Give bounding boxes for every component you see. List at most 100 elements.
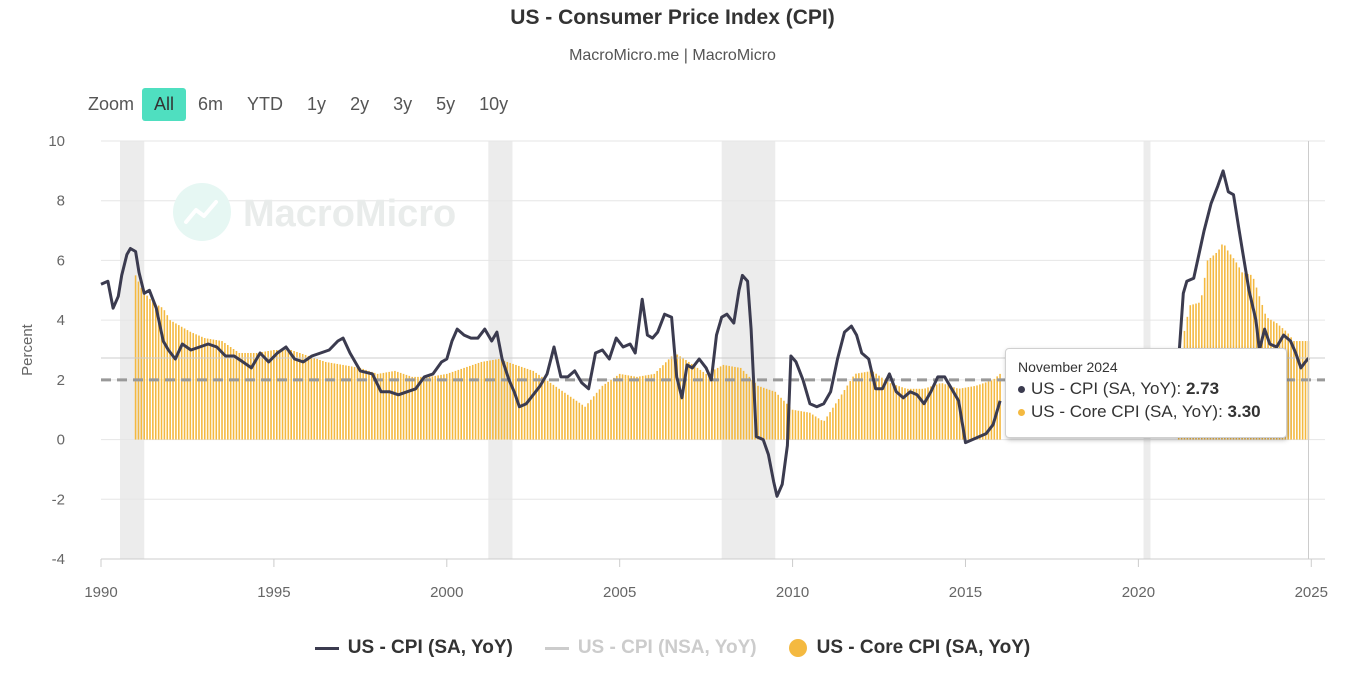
core-cpi-bar — [613, 377, 615, 440]
zoom-10y-button[interactable]: 10y — [479, 94, 509, 114]
core-cpi-bar — [1229, 254, 1232, 440]
core-cpi-bar — [639, 376, 641, 440]
y-tick-label: 2 — [57, 372, 65, 389]
tooltip-cpi-label: US - CPI (SA, YoY): — [1031, 379, 1186, 398]
zoom-5y-button[interactable]: 5y — [436, 94, 456, 114]
core-cpi-bar — [748, 376, 751, 440]
core-cpi-bar — [486, 360, 488, 440]
core-cpi-bar — [829, 412, 831, 440]
watermark-text: MacroMicro — [243, 193, 456, 235]
core-cpi-bar — [402, 373, 405, 440]
core-cpi-bar — [598, 389, 601, 440]
core-cpi-bar — [734, 366, 736, 440]
core-cpi-bar — [884, 379, 886, 440]
core-cpi-bar — [489, 360, 491, 440]
core-cpi-bar — [189, 331, 192, 440]
core-cpi-bar — [984, 382, 987, 440]
core-cpi-bar — [702, 371, 705, 440]
core-cpi-bar — [195, 334, 197, 440]
core-cpi-bar — [287, 350, 290, 440]
core-cpi-bar — [783, 400, 785, 440]
core-cpi-bar — [154, 303, 157, 440]
zoom-3y-button[interactable]: 3y — [393, 94, 413, 114]
core-cpi-bar — [163, 310, 166, 440]
core-cpi-bar — [616, 375, 618, 440]
core-cpi-bar — [443, 374, 445, 440]
core-cpi-bar — [244, 352, 246, 440]
core-cpi-bar — [742, 370, 745, 440]
core-cpi-bar — [201, 336, 203, 440]
core-cpi-bar — [206, 338, 209, 440]
core-cpi-bar — [261, 351, 264, 440]
core-cpi-bar — [760, 386, 762, 440]
core-cpi-bar — [140, 287, 143, 440]
core-cpi-bar — [183, 328, 186, 440]
core-cpi-bar — [711, 370, 713, 440]
legend-cpi-label: US - CPI (SA, YoY) — [347, 637, 513, 658]
y-tick-label: 6 — [57, 252, 65, 269]
core-cpi-bar — [506, 361, 509, 440]
y-tick-label: 0 — [57, 432, 65, 449]
core-cpi-bar — [964, 387, 967, 440]
core-cpi-bar — [362, 368, 365, 440]
core-cpi-bar — [457, 369, 460, 440]
core-cpi-bar — [627, 375, 630, 440]
core-cpi-bar — [745, 373, 748, 440]
cpi-line — [100, 169, 1310, 498]
zoom-all-button[interactable]: All — [142, 88, 187, 121]
core-cpi-bar — [679, 356, 681, 440]
core-cpi-bar — [175, 323, 177, 440]
core-cpi-bar — [918, 388, 921, 440]
core-cpi-bar — [561, 390, 563, 440]
x-tick-label: 2000 — [430, 584, 463, 601]
x-tick-label: 2015 — [949, 584, 982, 601]
core-cpi-bar — [353, 366, 356, 440]
recession-band-2 — [721, 141, 776, 559]
core-cpi-bar — [656, 370, 658, 440]
zoom-ytd-button[interactable]: YTD — [247, 94, 284, 114]
zoom-6m-button[interactable]: 6m — [198, 94, 224, 114]
legend-item-cpi-nsa[interactable]: US - CPI (NSA, YoY) — [544, 637, 757, 659]
zoom-1y-button[interactable]: 1y — [307, 94, 327, 114]
core-cpi-bar — [247, 352, 249, 440]
core-cpi-bar — [765, 388, 768, 440]
core-cpi-bar — [552, 384, 555, 440]
core-cpi-bar — [618, 373, 621, 440]
core-cpi-bar — [411, 376, 414, 440]
core-cpi-bar — [494, 359, 497, 440]
core-cpi-bar — [149, 298, 151, 440]
core-cpi-bar — [235, 350, 238, 440]
core-cpi-bar — [408, 375, 411, 440]
core-cpi-bar — [601, 385, 604, 440]
core-cpi-bar — [529, 369, 532, 440]
legend-item-core[interactable]: US - Core CPI (SA, YoY) — [788, 637, 1030, 659]
tooltip-core-dot — [1018, 409, 1025, 417]
core-cpi-bar — [904, 388, 906, 440]
core-cpi-bar — [192, 333, 195, 440]
core-cpi-bar — [215, 340, 218, 440]
core-cpi-bar — [806, 412, 808, 440]
core-cpi-bar — [1301, 341, 1304, 440]
core-cpi-bar — [564, 392, 566, 440]
core-cpi-bar — [757, 385, 759, 440]
core-cpi-bar — [365, 369, 367, 440]
zoom-2y-button[interactable]: 2y — [350, 94, 370, 114]
core-cpi-bar — [275, 350, 278, 440]
chart-plot[interactable]: MacroMicro -4 -2 0 2 4 6 8 10 1990 1995 2000 2005 20… — [0, 0, 1345, 620]
legend-item-cpi[interactable]: US - CPI (SA, YoY) — [314, 637, 513, 659]
core-cpi-bar — [1290, 337, 1292, 440]
y-tick-label: -4 — [52, 551, 65, 568]
core-cpi-bar — [290, 350, 292, 440]
core-cpi-bar — [549, 382, 552, 440]
core-cpi-bar — [915, 388, 918, 440]
core-cpi-bar — [737, 367, 739, 440]
core-cpi-bar — [425, 376, 428, 440]
core-cpi-bar — [229, 347, 232, 440]
core-cpi-bar — [1215, 252, 1217, 440]
core-cpi-bar — [399, 372, 402, 440]
core-cpi-bar — [604, 383, 607, 440]
core-cpi-bar — [1224, 245, 1226, 440]
core-cpi-bar — [483, 361, 486, 440]
core-cpi-bar — [869, 371, 872, 440]
core-cpi-bar — [823, 420, 826, 440]
